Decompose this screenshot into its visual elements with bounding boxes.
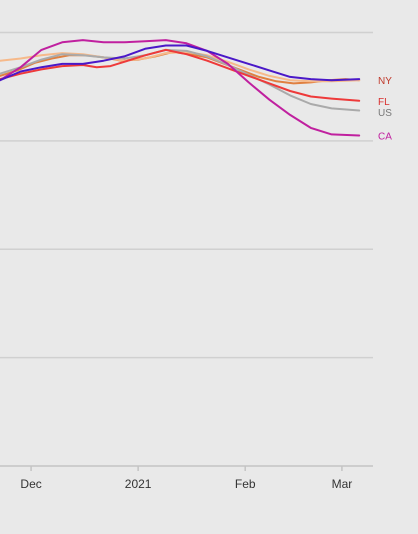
- series-label-fl: FL: [378, 97, 390, 108]
- series-line-us: [0, 48, 361, 112]
- series-label-ny: NY: [378, 76, 392, 87]
- x-tick-label-mar: Mar: [332, 477, 353, 491]
- series-label-us: US: [378, 108, 392, 119]
- series-line-series-purple: [0, 44, 361, 82]
- series-label-ca: CA: [378, 131, 392, 142]
- x-tick-label-dec: Dec: [20, 477, 41, 491]
- series-line-fl: [0, 48, 361, 102]
- series-line-ca: [0, 39, 361, 137]
- x-tick-label-feb: Feb: [235, 477, 256, 491]
- gridlines: [0, 31, 373, 359]
- series-lines: [0, 39, 361, 137]
- x-tick-label-2021: 2021: [125, 477, 152, 491]
- x-axis-ticks: Dec 2021 Feb Mar: [20, 466, 352, 491]
